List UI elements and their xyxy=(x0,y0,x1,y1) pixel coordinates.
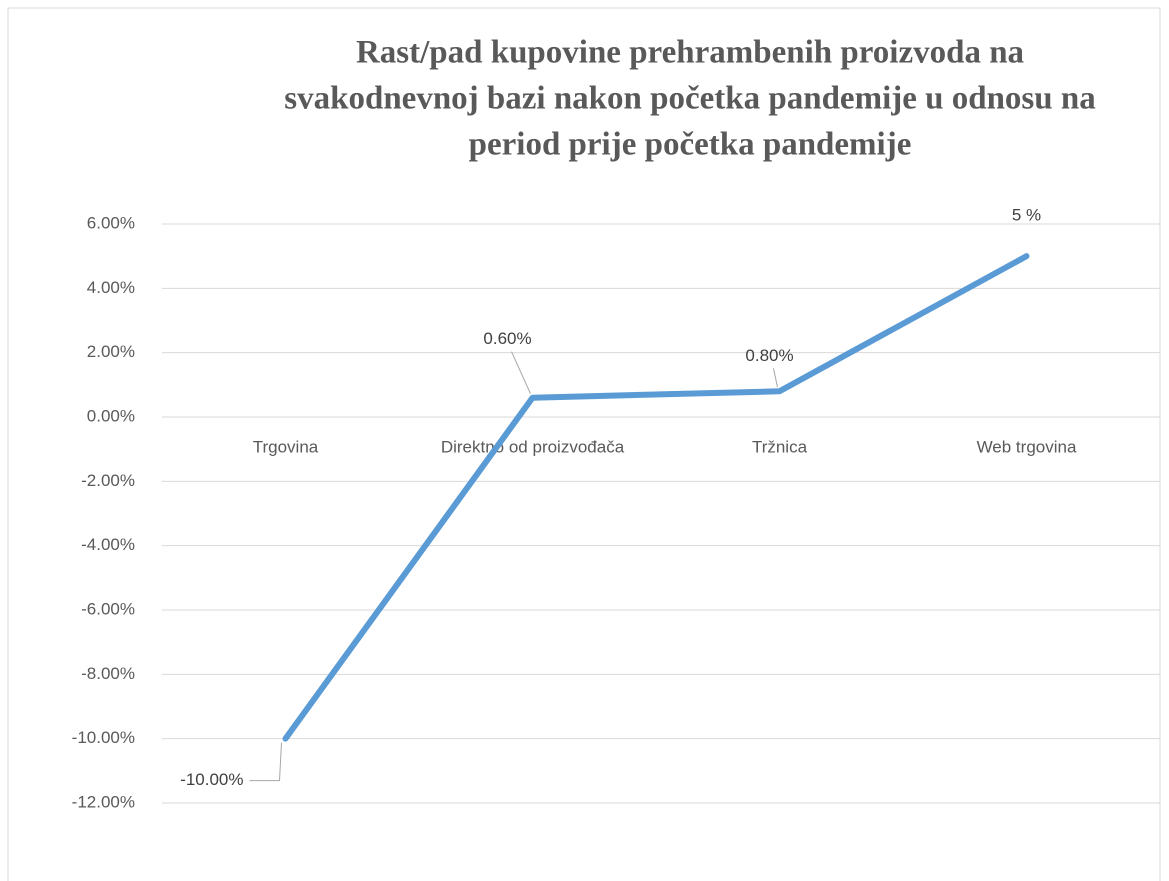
y-tick-label: 0.00% xyxy=(87,406,135,425)
x-tick-label: Web trgovina xyxy=(977,437,1077,456)
data-line xyxy=(282,253,1030,742)
leader-line xyxy=(773,368,778,388)
leader-line xyxy=(511,351,531,394)
x-tick-label: Tržnica xyxy=(752,437,808,456)
data-label: 0.80% xyxy=(745,346,793,365)
chart-title: period prije početka pandemije xyxy=(469,127,912,163)
y-tick-label: 4.00% xyxy=(87,278,135,297)
y-tick-label: -10.00% xyxy=(72,728,135,747)
x-tick-label: Trgovina xyxy=(253,437,319,456)
y-tick-label: -8.00% xyxy=(81,664,135,683)
data-label: 0.60% xyxy=(483,329,531,348)
chart-title: svakodnevnoj bazi nakon početka pandemij… xyxy=(284,81,1095,117)
y-tick-label: 6.00% xyxy=(87,213,135,232)
data-label: 5 % xyxy=(1012,206,1041,225)
data-label: -10.00% xyxy=(180,770,243,789)
y-tick-label: -6.00% xyxy=(81,599,135,618)
y-tick-label: -12.00% xyxy=(72,792,135,811)
x-tick-label: Direktno od proizvođača xyxy=(441,437,625,456)
leader-line xyxy=(249,742,282,782)
y-tick-label: -2.00% xyxy=(81,471,135,490)
y-tick-label: 2.00% xyxy=(87,342,135,361)
y-tick-label: -4.00% xyxy=(81,535,135,554)
chart-frame xyxy=(7,7,1161,881)
chart-title: Rast/pad kupovine prehrambenih proizvoda… xyxy=(356,35,1024,71)
